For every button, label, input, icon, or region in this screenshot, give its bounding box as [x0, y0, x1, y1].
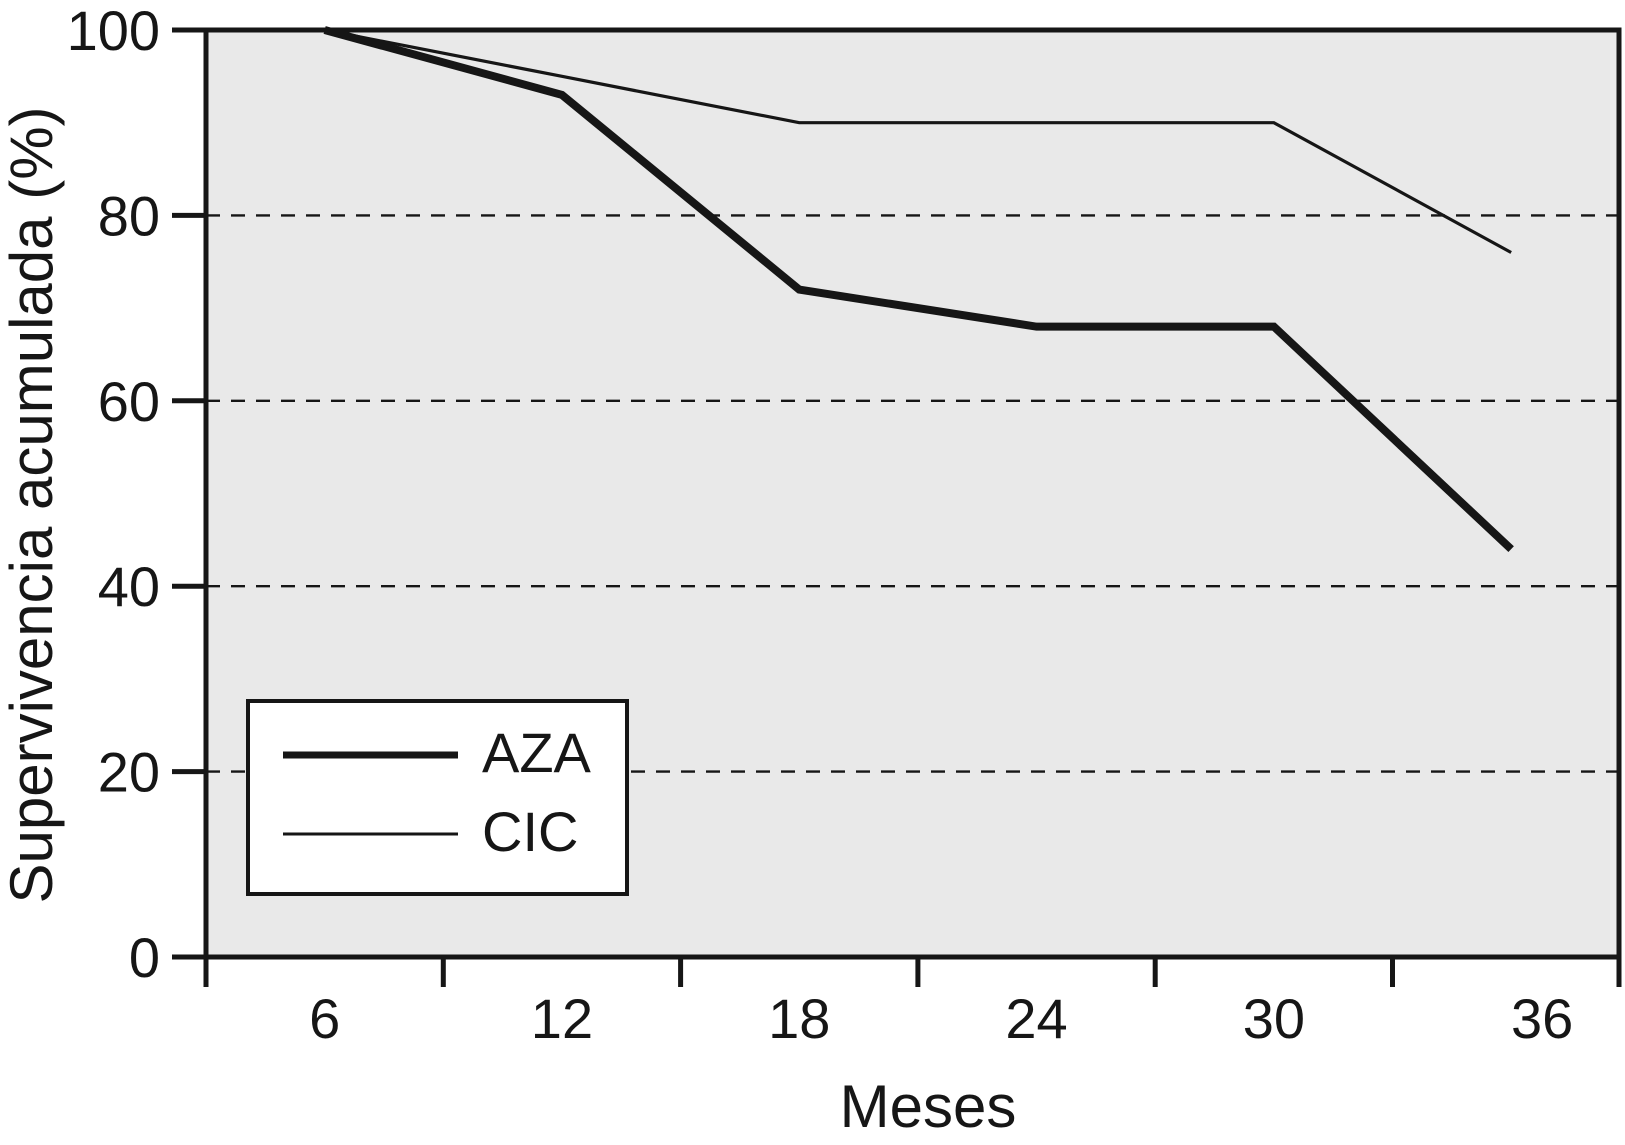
- x-tick-label-18: 18: [768, 987, 830, 1050]
- y-tick-label-60: 60: [98, 370, 160, 433]
- x-tick-label-6: 6: [309, 987, 340, 1050]
- y-axis-title: Supervivencia acumulada (%): [0, 106, 65, 903]
- legend: AZA CIC: [246, 699, 629, 896]
- series-lines: [323, 26, 1514, 553]
- x-axis-ticks: 6 12 18 24 30 36: [203, 957, 1622, 1050]
- y-tick-label-80: 80: [98, 184, 160, 247]
- x-axis-title: Meses: [840, 1073, 1017, 1140]
- legend-box: [246, 699, 629, 896]
- x-tick-label-24: 24: [1005, 987, 1067, 1050]
- legend-label-cic: CIC: [482, 800, 578, 863]
- series-line-cic: [324, 28, 1512, 254]
- legend-label-aza: AZA: [482, 721, 592, 784]
- y-axis-ticks: 0 20 40 60 80 100: [67, 0, 206, 989]
- x-tick-label-12: 12: [531, 987, 593, 1050]
- y-tick-label-100: 100: [67, 0, 160, 62]
- y-tick-label-0: 0: [129, 926, 160, 989]
- series-line-aza: [323, 26, 1514, 553]
- y-tick-label-20: 20: [98, 741, 160, 804]
- x-tick-label-30: 30: [1243, 987, 1305, 1050]
- x-tick-label-36: 36: [1511, 987, 1573, 1050]
- y-tick-label-40: 40: [98, 555, 160, 618]
- plot-border: [203, 27, 1622, 960]
